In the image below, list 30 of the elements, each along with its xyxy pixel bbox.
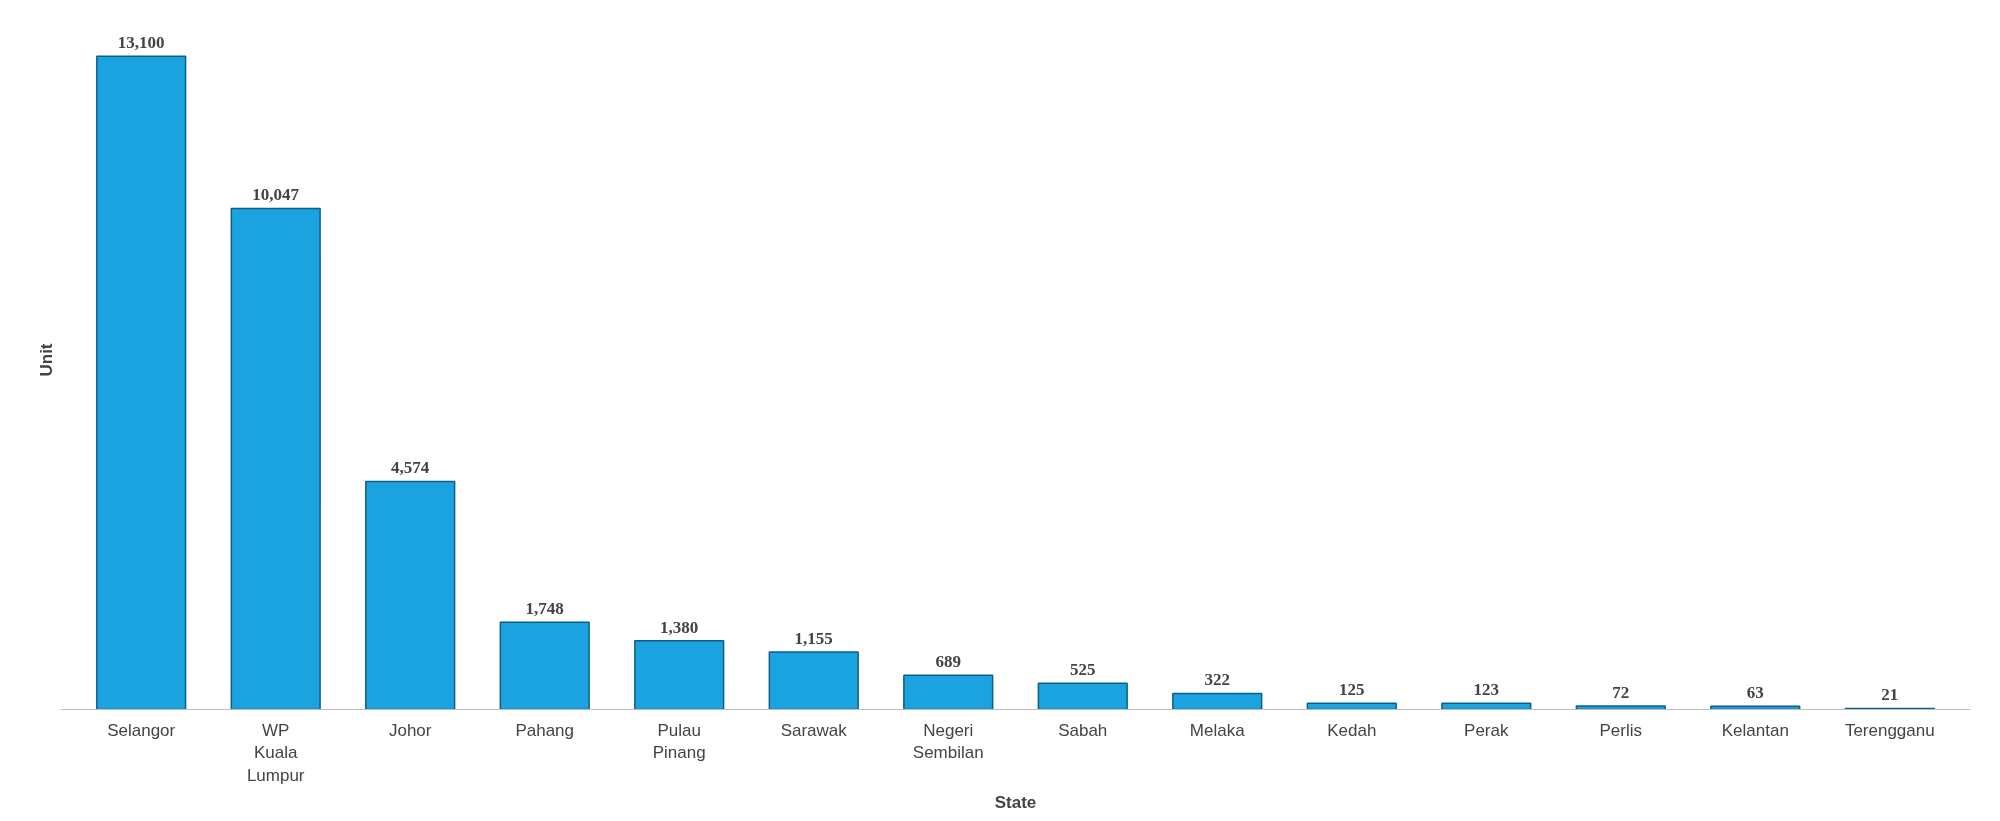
x-tick-label: Melaka (1189, 720, 1246, 740)
x-tick-label: WP Kuala Lumpur (246, 720, 305, 786)
x-tick-label: Johor (388, 720, 432, 740)
data-label: 1,748 (525, 599, 564, 619)
x-tick-label: Pahang (515, 720, 575, 740)
x-tick-label: Kelantan (1721, 720, 1789, 740)
data-label: 123 (1473, 680, 1500, 700)
data-label: 1,155 (794, 628, 833, 648)
x-tick-label: Sabah (1058, 720, 1108, 740)
x-tick-label: Pulau Pinang (652, 720, 706, 763)
data-label: 322 (1204, 670, 1231, 690)
data-label: 10,047 (252, 185, 300, 205)
x-tick-label: Negeri Sembilan (912, 720, 984, 763)
data-label: 21 (1881, 685, 1899, 705)
data-label: 63 (1746, 683, 1764, 703)
x-tick-label: Kedah (1327, 720, 1377, 740)
data-label: 72 (1612, 682, 1630, 702)
data-label: 13,100 (117, 33, 165, 53)
x-tick-label: Selangor (107, 720, 176, 740)
data-label: 1,380 (660, 617, 699, 637)
x-tick-label: Perlis (1599, 720, 1643, 740)
x-tick-label: Sarawak (780, 720, 848, 740)
data-label: 125 (1339, 680, 1365, 700)
x-tick-label: Terengganu (1844, 720, 1935, 740)
x-axis-title: State (994, 793, 1037, 813)
data-label: 4,574 (391, 458, 430, 478)
data-label: 525 (1070, 660, 1096, 680)
data-label: 689 (935, 652, 961, 672)
x-tick-label: Perak (1464, 720, 1509, 740)
y-axis-title: Unit (36, 343, 56, 377)
